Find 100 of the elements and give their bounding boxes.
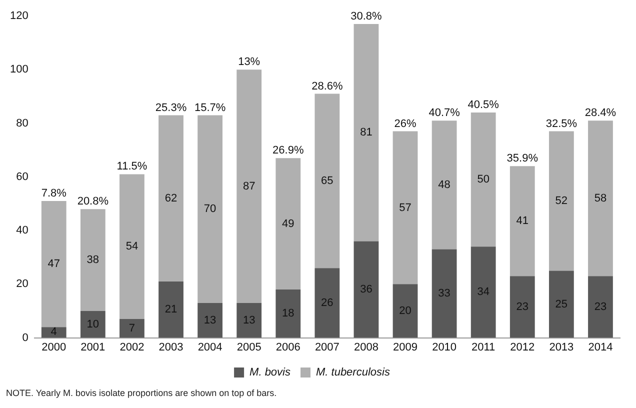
data-label: 25 xyxy=(555,298,568,310)
annotation: 20.8% xyxy=(77,196,109,208)
bar xyxy=(236,302,262,338)
data-label: 26 xyxy=(321,296,334,309)
data-label: 52 xyxy=(555,195,568,208)
data-label: 23 xyxy=(516,300,529,313)
x-tick-label: 2002 xyxy=(120,341,144,354)
annotation: 26% xyxy=(394,118,416,130)
x-tick-label: 2005 xyxy=(236,341,262,354)
bar xyxy=(432,249,457,338)
data-label: 21 xyxy=(164,304,178,316)
x-tick-label: 2012 xyxy=(510,341,535,354)
x-tick-label: 2000 xyxy=(42,341,66,354)
data-label: 58 xyxy=(594,192,607,204)
bar xyxy=(158,281,184,338)
bar xyxy=(548,131,574,271)
annotation: 28.6% xyxy=(312,80,343,92)
x-tick-label: 2009 xyxy=(393,341,418,354)
x-tick-label: 2007 xyxy=(314,341,340,354)
x-tick-label: 2001 xyxy=(80,341,106,354)
data-label: 36 xyxy=(360,284,372,296)
legend-label: M. tuberculosis xyxy=(316,366,390,379)
annotation: 35.9% xyxy=(506,152,538,165)
data-label: 34 xyxy=(477,286,490,298)
bar xyxy=(354,24,379,242)
data-label: 33 xyxy=(438,288,450,300)
data-label: 38 xyxy=(86,254,100,266)
y-tick-label: 20 xyxy=(16,278,28,290)
data-label: 87 xyxy=(242,180,256,192)
x-tick-label: 2004 xyxy=(198,341,222,354)
bar xyxy=(198,115,222,303)
data-label: 54 xyxy=(126,240,138,253)
bar xyxy=(354,241,379,338)
annotation: 25.3% xyxy=(155,102,187,114)
annotation: 13% xyxy=(238,56,260,68)
data-label: 81 xyxy=(360,126,372,139)
y-tick-label: 40 xyxy=(16,224,28,237)
y-tick-label: 80 xyxy=(16,117,28,130)
data-label: 50 xyxy=(477,174,490,186)
y-tick-label: 100 xyxy=(10,64,28,76)
y-tick-label: 0 xyxy=(22,332,28,344)
data-label: 65 xyxy=(321,174,334,187)
data-label: 18 xyxy=(282,308,294,320)
data-label: 23 xyxy=(594,300,607,313)
bar xyxy=(120,174,144,320)
annotation: 28.4% xyxy=(584,107,616,120)
bar xyxy=(470,112,496,247)
data-label: 13 xyxy=(204,314,216,326)
bar xyxy=(41,327,66,338)
data-label: 49 xyxy=(282,218,294,230)
data-label: 7 xyxy=(128,322,136,334)
bar xyxy=(548,270,574,338)
bar xyxy=(80,310,106,338)
x-tick-label: 2006 xyxy=(276,341,300,354)
x-tick-label: 2014 xyxy=(588,341,613,354)
bar xyxy=(314,94,340,268)
bar xyxy=(276,290,301,338)
annotation: 40.5% xyxy=(468,99,500,112)
data-label: 13 xyxy=(242,314,256,326)
bar xyxy=(432,120,457,250)
bar xyxy=(120,319,144,338)
annotation: 30.8% xyxy=(350,10,382,23)
x-tick-label: 2008 xyxy=(354,341,378,354)
annotation: 7.8% xyxy=(41,188,67,200)
text: NOTE. Yearly M. bovis isolate proportions are shown on top of bars. xyxy=(5,388,278,398)
data-label: 41 xyxy=(516,215,529,228)
bar xyxy=(588,120,613,276)
annotation: 32.5% xyxy=(546,118,578,130)
bar xyxy=(236,70,262,303)
bar xyxy=(470,246,496,338)
x-tick-label: 2003 xyxy=(158,341,184,354)
x-tick-label: 2013 xyxy=(549,341,574,354)
bar xyxy=(392,131,418,284)
data-label: 62 xyxy=(164,192,178,204)
x-tick-label: 2011 xyxy=(472,341,496,354)
bar xyxy=(510,276,535,338)
annotation: 11.5% xyxy=(116,160,148,173)
data-label: 48 xyxy=(438,178,450,191)
y-tick-label: 120 xyxy=(10,10,28,22)
legend-label: M. bovis xyxy=(250,366,291,379)
bar xyxy=(276,158,301,290)
bar xyxy=(80,209,106,311)
bar xyxy=(588,276,613,338)
data-label: 70 xyxy=(204,203,216,216)
bar xyxy=(314,268,340,338)
bar xyxy=(41,201,66,328)
x-tick-label: 2010 xyxy=(432,341,457,354)
y-tick-label: 60 xyxy=(16,170,28,183)
annotation: 26.9% xyxy=(272,144,304,157)
data-label: 10 xyxy=(86,318,100,330)
bar xyxy=(198,302,222,338)
bar xyxy=(392,284,418,338)
data-label: 57 xyxy=(399,202,412,214)
data-label: 20 xyxy=(399,305,412,318)
bar xyxy=(510,166,535,276)
annotation: 40.7% xyxy=(428,107,460,120)
bar xyxy=(158,115,184,282)
data-label: 4 xyxy=(50,326,57,338)
data-label: 47 xyxy=(48,258,60,270)
annotation: 15.7% xyxy=(194,102,226,114)
